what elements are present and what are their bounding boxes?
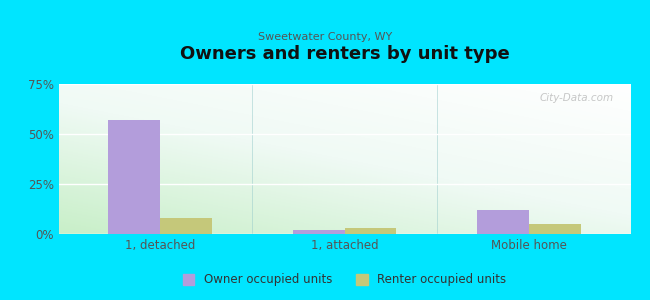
Bar xyxy=(160,218,212,234)
Bar xyxy=(293,230,345,234)
Legend: Owner occupied units, Renter occupied units: Owner occupied units, Renter occupied un… xyxy=(178,269,511,291)
Text: Sweetwater County, WY: Sweetwater County, WY xyxy=(258,32,392,43)
Bar xyxy=(477,210,529,234)
Bar xyxy=(344,228,396,234)
Bar xyxy=(109,120,160,234)
Text: City-Data.com: City-Data.com xyxy=(540,93,614,103)
Title: Owners and renters by unit type: Owners and renters by unit type xyxy=(179,45,510,63)
Bar xyxy=(529,224,580,234)
